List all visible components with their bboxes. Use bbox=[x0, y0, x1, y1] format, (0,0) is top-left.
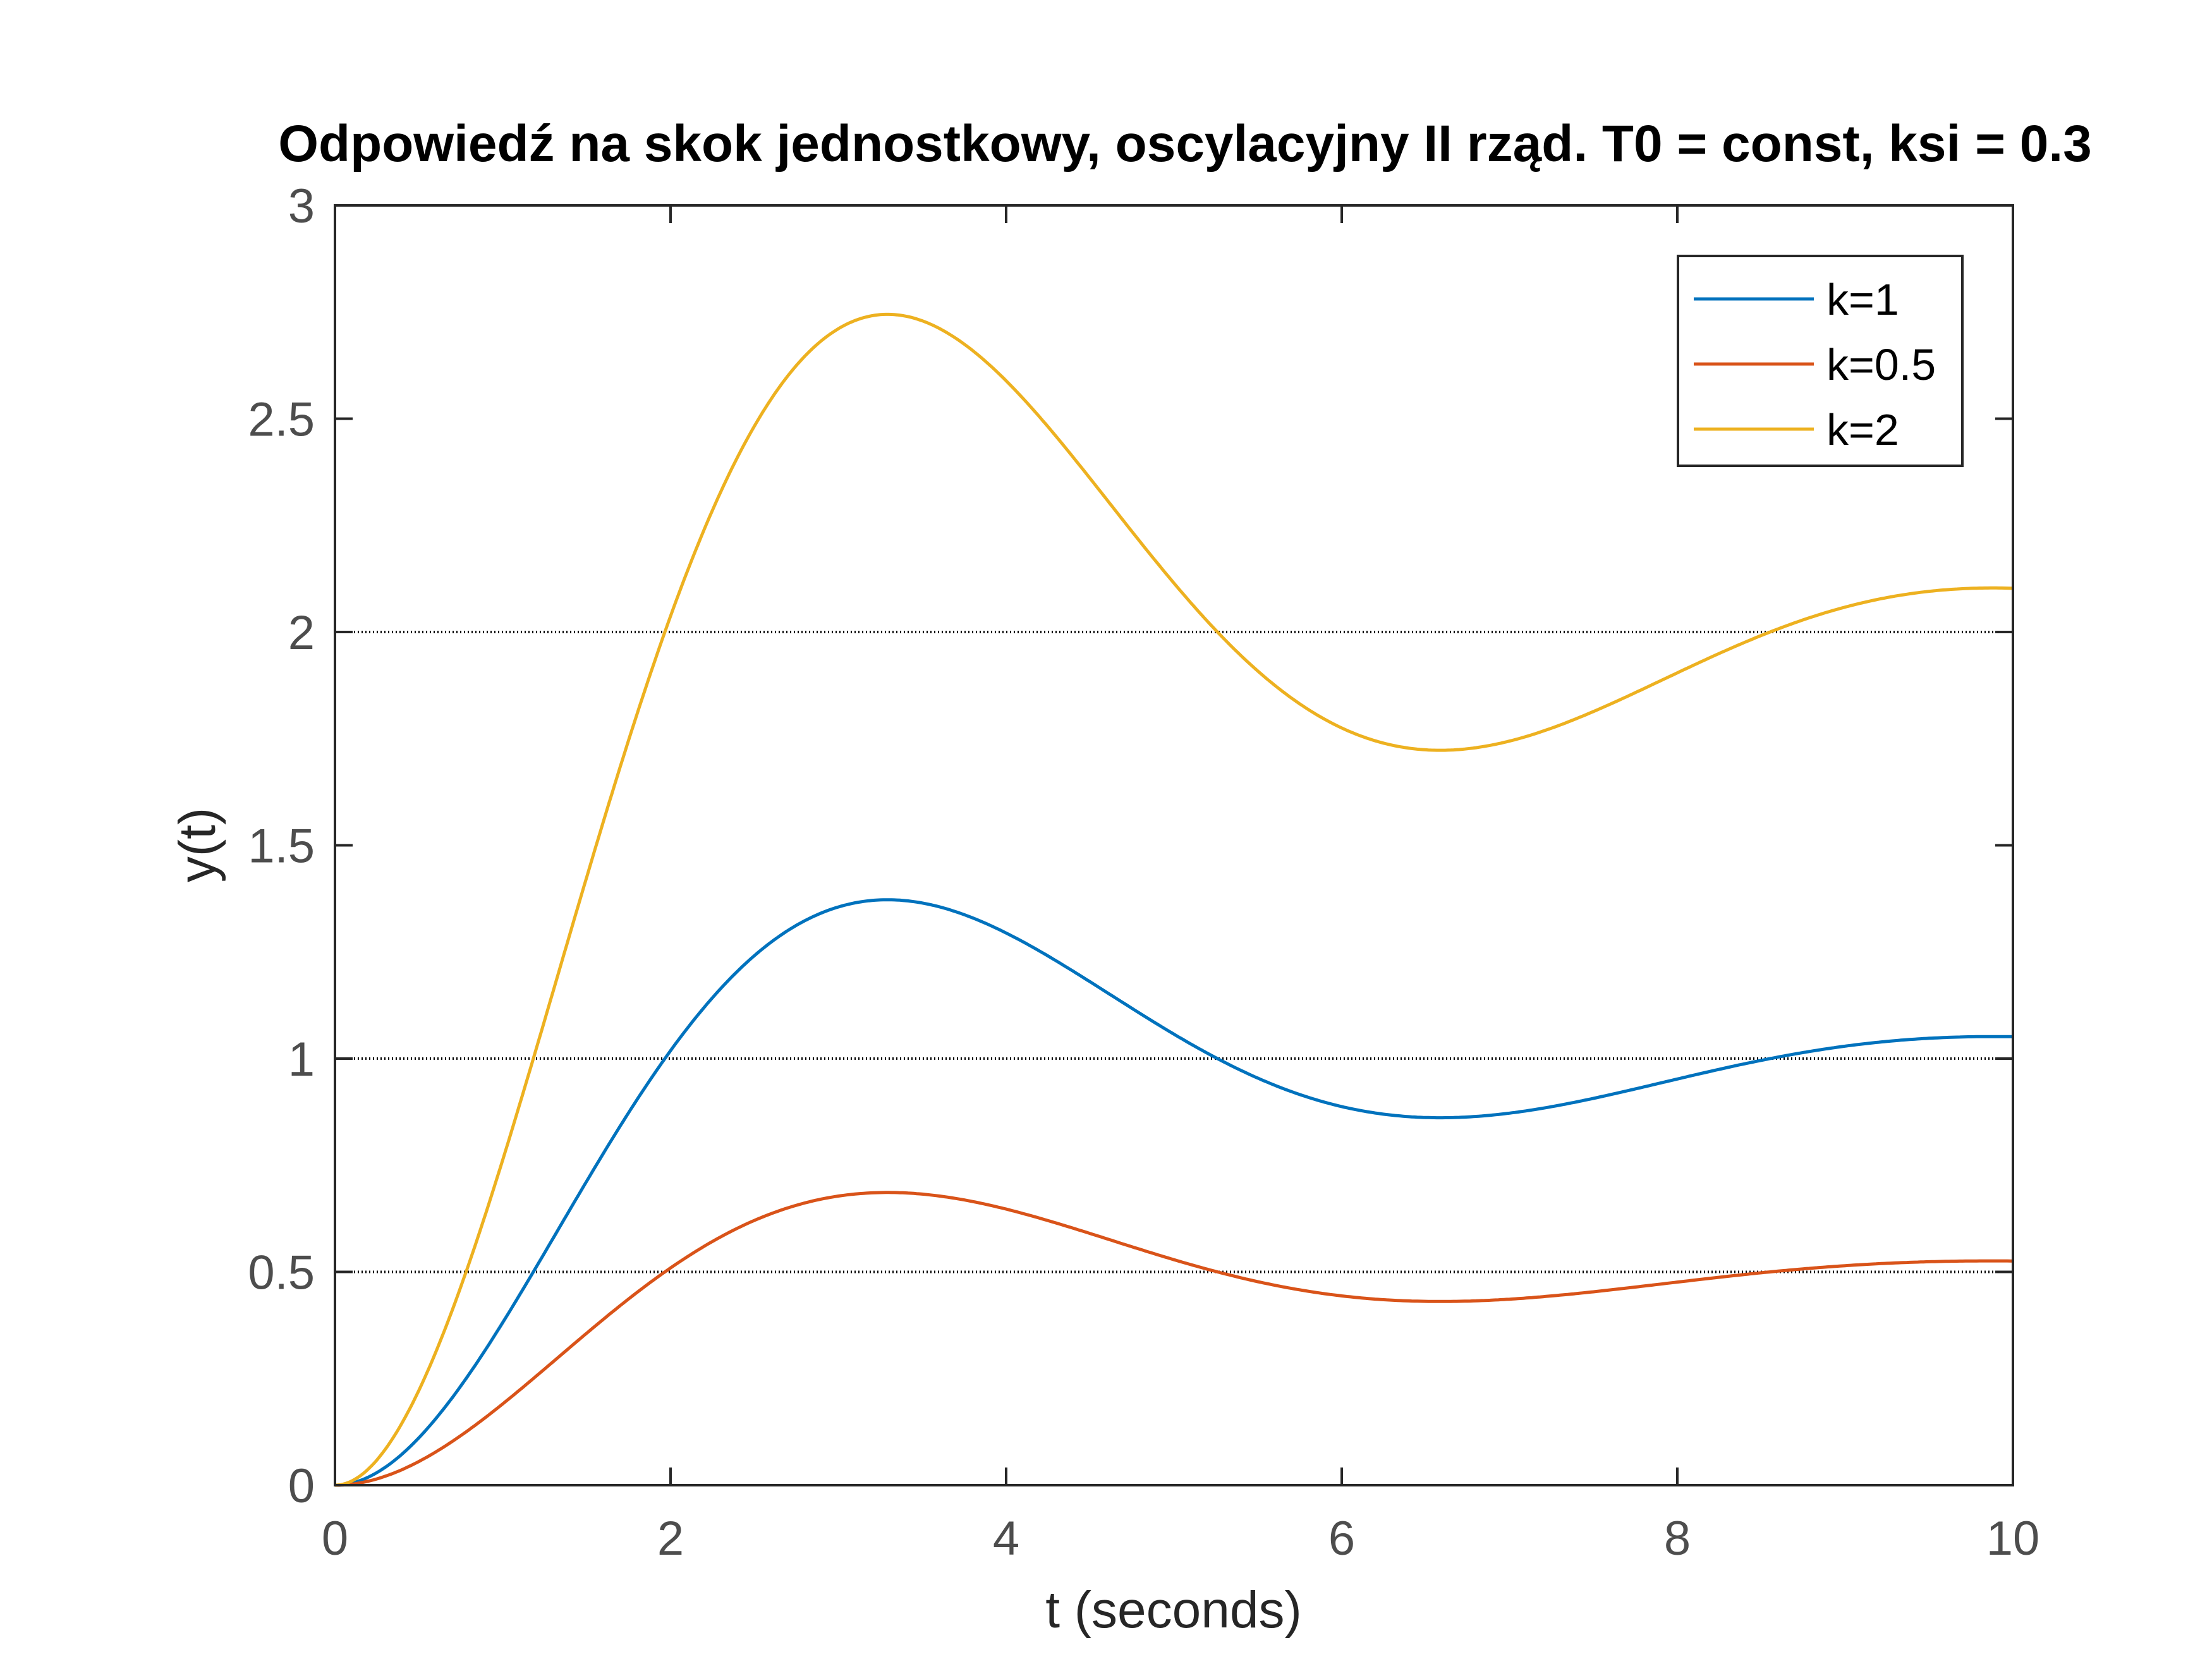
chart-title: Odpowiedź na skok jednostkowy, oscylacyj… bbox=[278, 115, 2091, 173]
axis-ticks bbox=[334, 204, 2014, 1486]
legend-label: k=0.5 bbox=[1826, 340, 1936, 389]
series-line-k=1 bbox=[334, 898, 2014, 1487]
series-lines bbox=[334, 312, 2014, 1487]
legend-box bbox=[1677, 255, 1964, 467]
y-tick-label: 1.5 bbox=[248, 820, 315, 873]
y-tick-label: 1 bbox=[288, 1033, 315, 1086]
legend-label: k=1 bbox=[1826, 275, 1899, 324]
x-tick-label: 10 bbox=[1986, 1512, 2040, 1565]
series-line-k=0.5 bbox=[335, 1191, 2013, 1487]
legend: k=1 k=0.5 k=2 bbox=[1677, 255, 1964, 467]
x-tick-label: 0 bbox=[322, 1512, 348, 1565]
y-tick-labels: 0 0.5 1 1.5 2 2.5 3 bbox=[248, 179, 315, 1513]
y-tick-label: 2 bbox=[288, 606, 315, 660]
x-axis-label: t (seconds) bbox=[1045, 1581, 1302, 1639]
reference-lines bbox=[335, 631, 2013, 1273]
y-tick-label: 0 bbox=[288, 1459, 315, 1513]
y-tick-label: 2.5 bbox=[248, 393, 315, 447]
x-tick-label: 8 bbox=[1664, 1512, 1691, 1565]
x-tick-label: 2 bbox=[657, 1512, 684, 1565]
y-axis-label: y(t) bbox=[169, 808, 226, 882]
legend-label: k=2 bbox=[1826, 405, 1899, 454]
x-tick-label: 4 bbox=[993, 1512, 1019, 1565]
y-tick-label: 0.5 bbox=[248, 1246, 315, 1300]
y-tick-label: 3 bbox=[288, 179, 315, 233]
x-tick-labels: 0 2 4 6 8 10 bbox=[322, 1512, 2039, 1565]
series-line-k=2 bbox=[334, 312, 2014, 1487]
x-tick-label: 6 bbox=[1328, 1512, 1355, 1565]
